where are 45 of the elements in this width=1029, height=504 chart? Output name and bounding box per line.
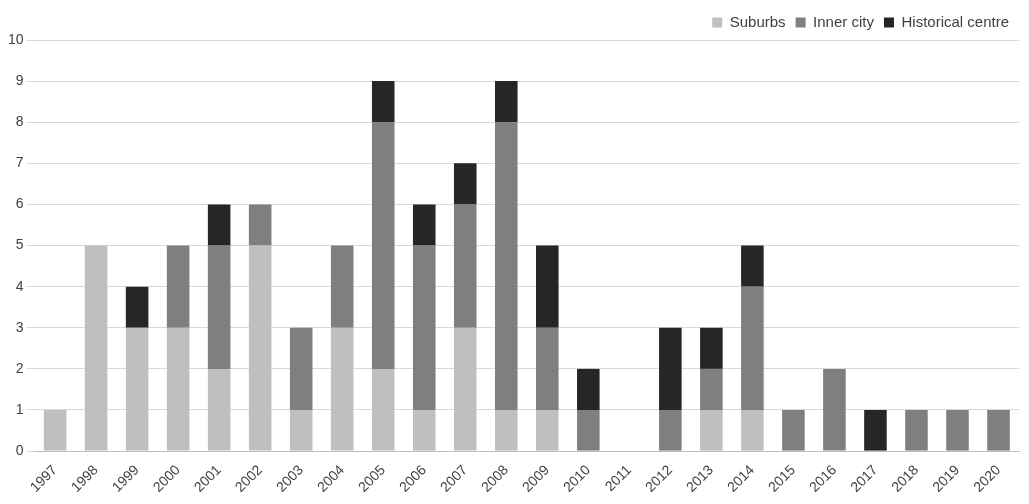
bar xyxy=(782,409,805,451)
bar xyxy=(946,409,969,451)
y-tick-label: 1 xyxy=(15,400,24,417)
bar xyxy=(289,327,313,410)
bar xyxy=(330,245,354,328)
bar xyxy=(741,245,764,287)
bar xyxy=(659,327,682,410)
bar xyxy=(577,368,600,410)
y-tick-label: 0 xyxy=(15,441,24,458)
legend-label: Historical centre xyxy=(901,12,1010,30)
bar xyxy=(700,368,723,410)
bar xyxy=(864,409,887,451)
bar xyxy=(495,81,518,123)
bar xyxy=(495,122,518,410)
bar xyxy=(412,245,436,410)
bar xyxy=(207,245,231,369)
y-tick-label: 3 xyxy=(15,318,24,335)
bar xyxy=(700,327,723,369)
y-tick-label: 2 xyxy=(15,359,24,376)
bar xyxy=(371,122,395,369)
bar xyxy=(823,368,846,451)
legend-label: Suburbs xyxy=(729,12,786,30)
bar xyxy=(536,327,559,410)
bar xyxy=(125,286,149,328)
bar xyxy=(741,286,764,410)
y-tick-label: 6 xyxy=(15,195,24,212)
bar xyxy=(577,409,600,451)
bar xyxy=(905,409,928,451)
bar xyxy=(453,204,477,328)
bar xyxy=(659,409,682,451)
y-tick-label: 9 xyxy=(15,71,24,88)
bar xyxy=(412,204,436,246)
y-tick-label: 7 xyxy=(15,154,24,171)
y-tick-label: 10 xyxy=(7,30,24,47)
bar xyxy=(987,409,1010,451)
y-tick-label: 4 xyxy=(15,277,24,294)
legend-label: Inner city xyxy=(813,12,875,30)
bar xyxy=(248,204,272,246)
y-tick-label: 5 xyxy=(15,236,24,253)
y-tick-label: 8 xyxy=(15,113,24,130)
bar xyxy=(371,81,395,123)
bar xyxy=(166,245,190,328)
bar xyxy=(453,163,477,205)
bar xyxy=(536,245,559,328)
bar xyxy=(207,204,231,246)
